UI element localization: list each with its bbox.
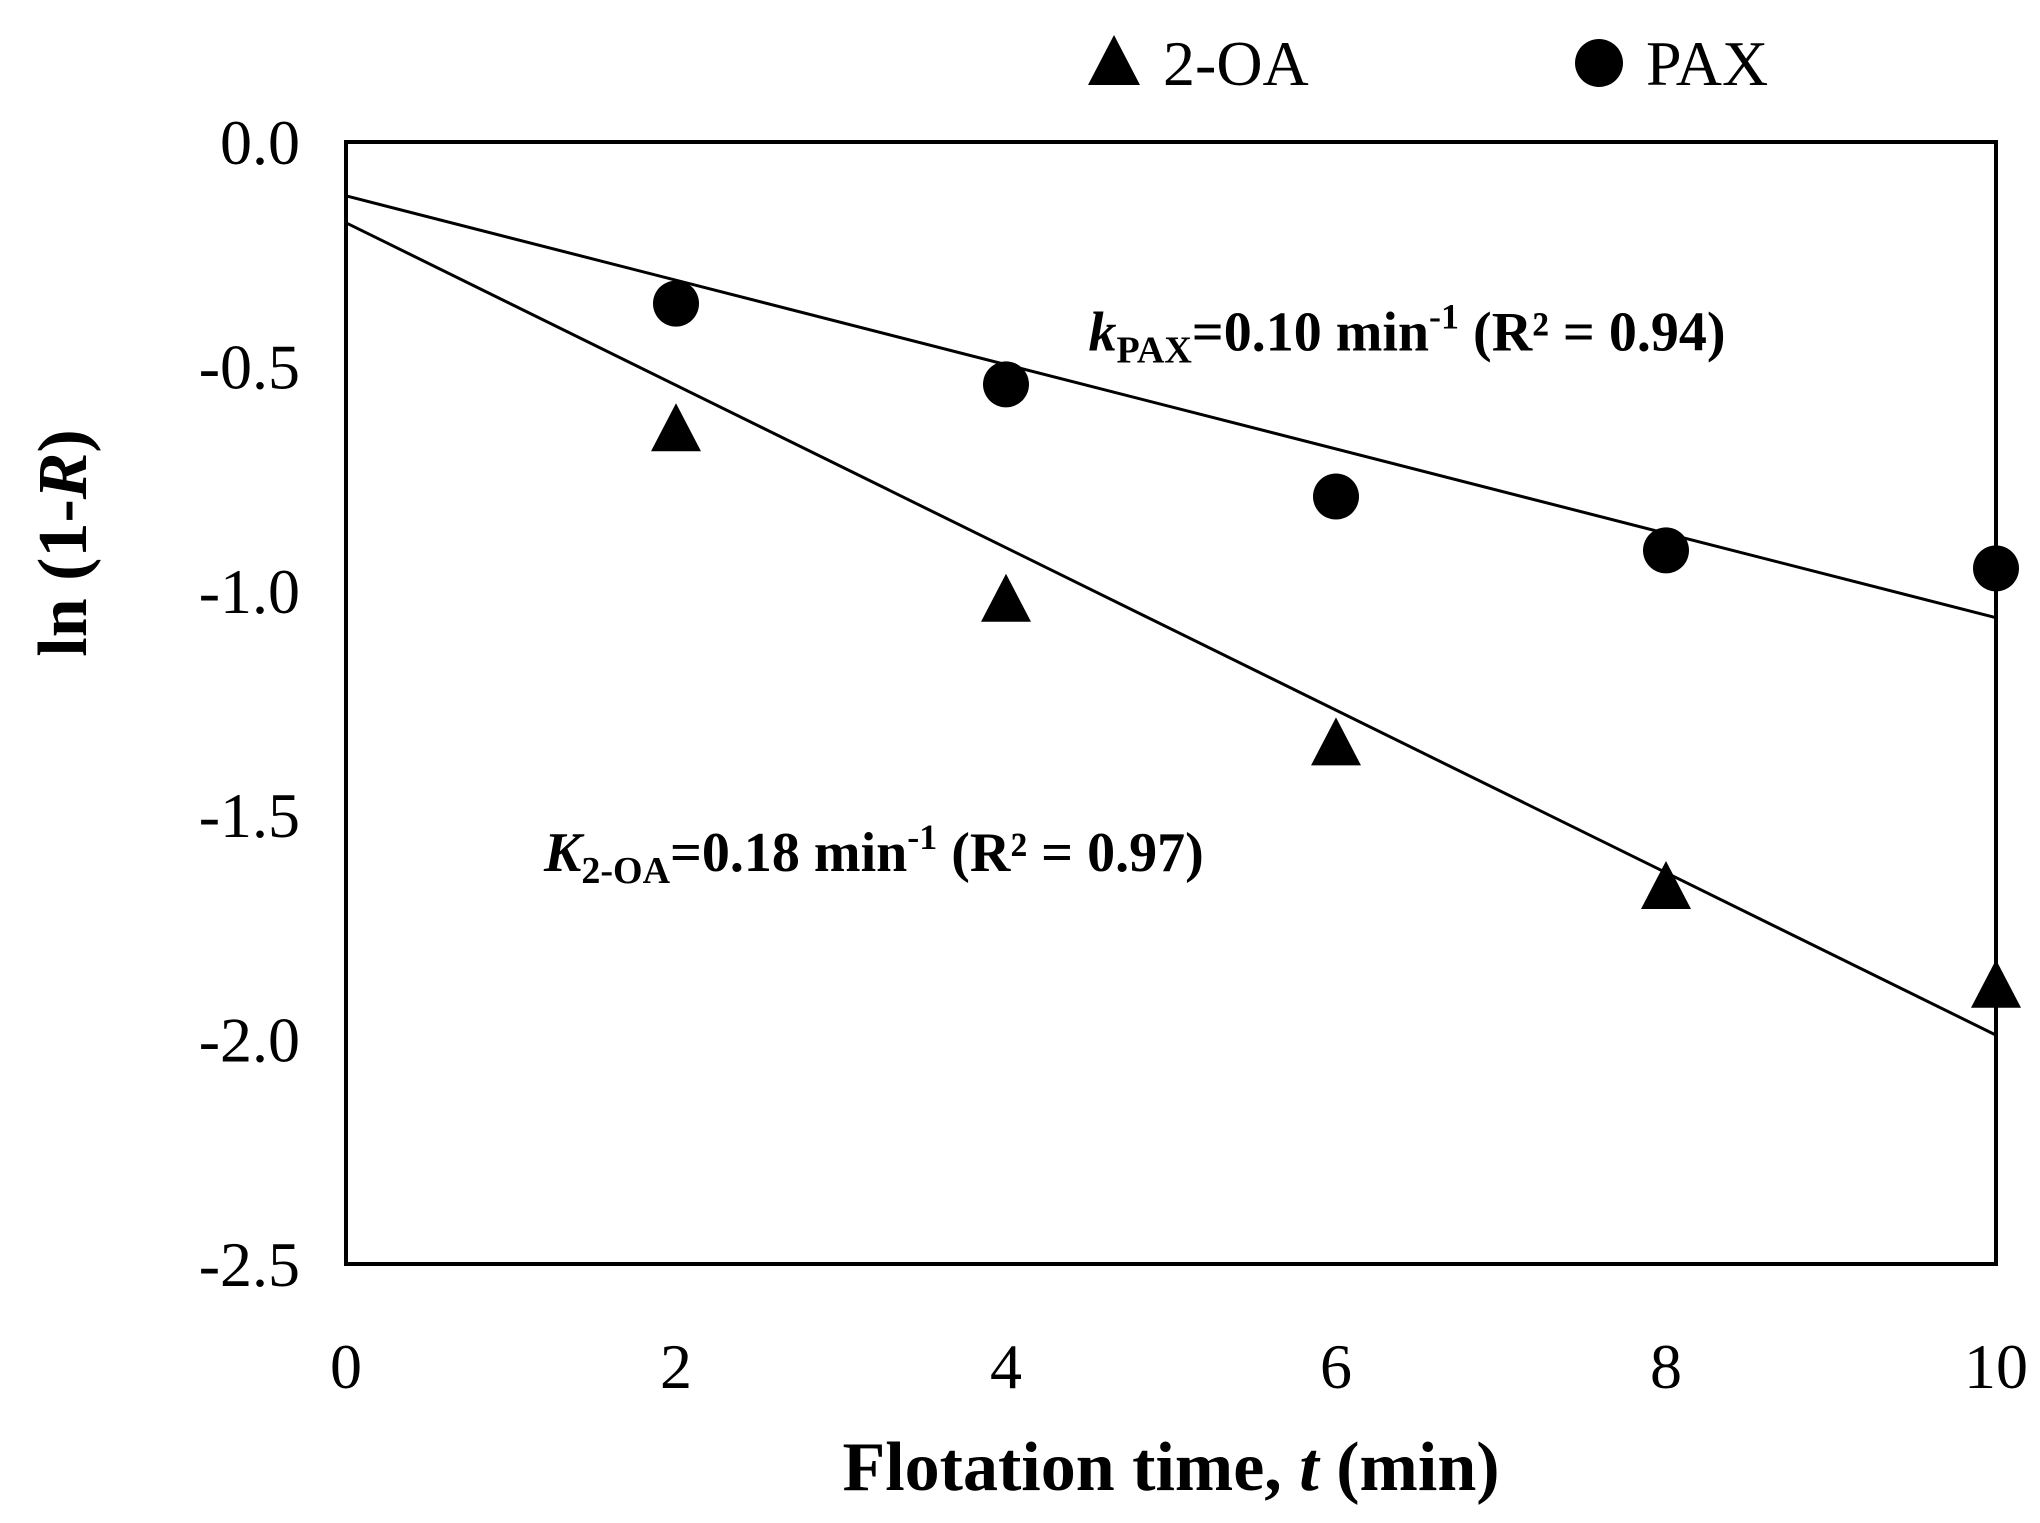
y-tick-label: -0.5: [199, 331, 300, 402]
data-point-2-oa: [981, 573, 1031, 622]
data-point-pax: [1313, 473, 1359, 520]
legend: 2-OA PAX: [1088, 28, 1768, 99]
data-point-2-oa: [651, 403, 701, 452]
markers: [651, 280, 2021, 1008]
y-tick-label: 0.0: [220, 107, 300, 178]
y-tick-label: -2.5: [199, 1229, 300, 1300]
x-tick-label: 6: [1320, 1331, 1352, 1402]
data-point-2-oa: [1641, 861, 1691, 910]
x-tick-label: 0: [330, 1331, 362, 1402]
x-axis-title: Flotation time, t (min): [842, 1429, 1499, 1506]
legend-label-2oa: 2-OA: [1163, 28, 1309, 99]
data-point-pax: [983, 361, 1029, 408]
data-point-pax: [653, 280, 699, 327]
x-tick-labels: 0 2 4 6 8 10: [330, 1331, 2028, 1402]
y-tick-label: -2.0: [199, 1005, 300, 1076]
data-point-2-oa: [1311, 717, 1361, 766]
data-point-pax: [1973, 545, 2019, 592]
x-tick-label: 8: [1650, 1331, 1682, 1402]
fit-line-pax: [345, 194, 1997, 620]
rate-constant-label-pax: kPAX=0.10 min-1 (R² = 0.94): [1089, 296, 1726, 371]
legend-label-pax: PAX: [1646, 28, 1768, 99]
fit-lines: [345, 194, 1997, 1037]
legend-marker-pax: [1575, 39, 1623, 87]
legend-marker-2oa: [1088, 35, 1140, 85]
data-point-2-oa: [1971, 959, 2021, 1008]
data-point-pax: [1643, 527, 1689, 574]
y-tick-labels: 0.0 -0.5 -1.0 -1.5 -2.0 -2.5: [199, 107, 300, 1300]
plot-frame: [344, 140, 1998, 1266]
rate-constant-label-2oa: K2-OA=0.18 min-1 (R² = 0.97): [543, 817, 1204, 892]
fit-line-2-oa: [345, 221, 1997, 1037]
x-tick-label: 2: [660, 1331, 692, 1402]
x-tick-label: 4: [990, 1331, 1022, 1402]
y-tick-label: -1.5: [199, 780, 300, 851]
x-tick-label: 10: [1964, 1331, 2028, 1402]
y-tick-label: -1.0: [199, 556, 300, 627]
y-axis-title: ln (1-R): [25, 429, 102, 657]
